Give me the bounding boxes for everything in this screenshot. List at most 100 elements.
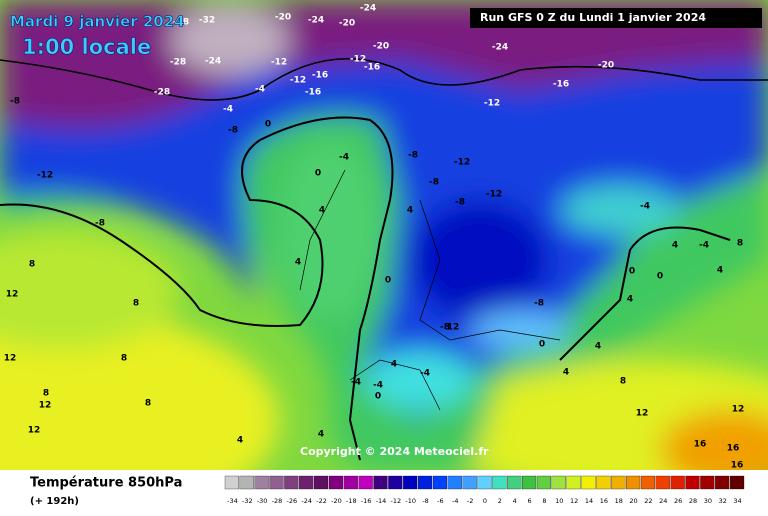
contour-label: -28 [173,18,189,28]
contour-label: 0 [385,276,391,286]
contour-label: 4 [237,436,243,446]
legend-swatch [536,475,552,490]
legend-swatch [566,475,581,490]
contour-label: -8 [455,198,465,208]
contour-label: 12 [732,405,745,415]
legend-value: 2 [498,497,502,505]
legend-value: -30 [257,497,268,505]
contour-label: 12 [447,323,460,333]
contour-label: 0 [375,392,381,402]
legend-swatch [492,475,507,490]
legend-swatch [388,475,403,490]
contour-label: -8 [408,151,418,161]
contour-label: -16 [305,88,321,98]
legend-value: 26 [674,497,682,505]
legend-value: 14 [585,497,593,505]
legend-swatch [313,475,329,490]
legend-value: -14 [376,497,387,505]
legend-swatch [521,475,537,490]
contour-label: -4 [223,105,233,115]
contour-label: 12 [4,354,17,364]
contour-label: 4 [717,266,723,276]
run-box [470,8,762,28]
legend-swatch [373,475,388,490]
legend-value: -8 [422,497,428,505]
copyright: Copyright © 2024 Meteociel.fr [300,445,489,458]
legend-value: -16 [361,497,372,505]
legend-value: -4 [452,497,458,505]
legend-value: 0 [483,497,487,505]
legend-swatch [581,475,596,490]
contour-label: -16 [312,71,328,81]
legend-value: 32 [719,497,727,505]
legend-title: Température 850hPa [30,476,182,491]
legend-swatch [432,475,448,490]
contour-label: 16 [694,440,707,450]
contour-label: -4 [255,85,265,95]
contour-label: 16 [731,461,744,471]
contour-label: -8 [440,323,450,333]
legend-value: 28 [689,497,697,505]
contour-label: 12 [6,290,19,300]
legend-value: 6 [528,497,532,505]
contour-label: -16 [364,63,380,73]
contour-label: 8 [43,389,49,399]
contour-label: -12 [350,55,366,65]
legend-value: -22 [316,497,327,505]
legend-swatch [254,475,269,490]
legend-value: 24 [659,497,667,505]
contour-label: -12 [271,58,287,68]
contour-label: 8 [145,399,151,409]
contour-label: -8 [10,97,20,107]
legend-swatch [551,475,566,490]
contour-label: 0 [657,272,663,282]
contour-label: -20 [598,61,614,71]
legend-value: -24 [301,497,312,505]
legend-value: -34 [227,497,238,505]
contour-label: -8 [429,178,439,188]
contour-labels: -28 -32 -20 -24 -20-24-20 -24-20-28 -24-28-12-… [4,4,745,471]
valid-date: Mardi 9 janvier 2024 [10,13,185,31]
contour-label: 4 [627,295,633,305]
legend-value: 20 [629,497,637,505]
contour-label: -4 [373,381,383,391]
legend-value: 18 [615,497,623,505]
contour-label: -4 [339,153,349,163]
legend-value: -10 [405,497,416,505]
contour-label: 8 [737,239,743,249]
color-scale: -34 -32 -30 -28 -26 -24 -22 -20 -18 -16 -14 -12 -10-… [224,475,745,505]
legend-swatch [224,475,240,490]
contour-label: 0 [315,169,321,179]
legend-swatch [447,475,462,490]
legend-swatch [358,475,373,490]
legend-swatch [403,475,418,490]
contour-label: 0 [539,340,545,350]
legend-value: 16 [600,497,608,505]
legend-value: -28 [272,497,283,505]
legend-swatch [640,475,656,490]
legend-value: 12 [570,497,578,505]
legend-swatch [477,475,492,490]
contour-label: -28 [154,88,170,98]
legend-swatch [507,475,522,490]
legend-swatch [685,475,700,490]
contour-label: -20 [373,42,389,52]
legend-swatch [328,475,344,490]
contour-label: -4 [699,241,709,251]
legend-swatch [596,475,611,490]
legend-value: -12 [391,497,402,505]
contour-label: -20 [275,13,291,23]
legend-value: 30 [704,497,712,505]
legend-swatch [611,475,626,490]
legend-value: -6 [437,497,443,505]
legend-value: 4 [513,497,517,505]
legend-value: -26 [287,497,298,505]
contour-label: 4 [295,258,301,268]
contour-label: 12 [39,401,52,411]
lead-time: (+ 192h) [30,496,79,507]
contour-label: -20 [339,19,355,29]
contour-label: 4 [318,430,324,440]
contour-label: -16 [553,80,569,90]
legend-swatch [625,475,641,490]
